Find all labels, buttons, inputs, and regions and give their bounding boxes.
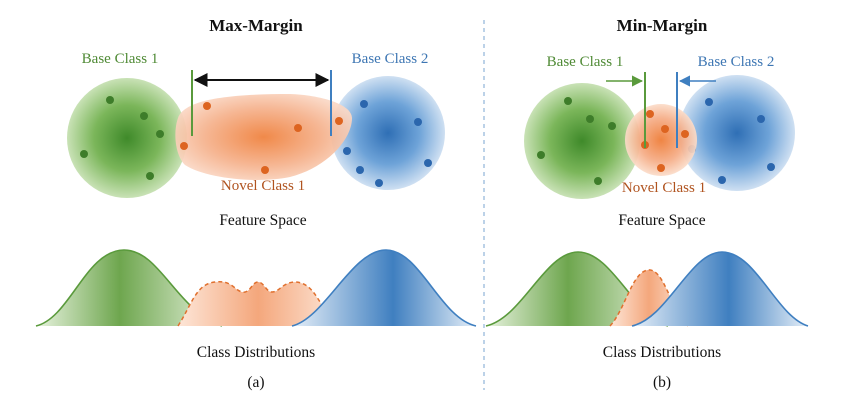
- sample-point: [356, 166, 364, 174]
- base-class-2-cluster: [679, 75, 795, 191]
- sample-point: [180, 142, 188, 150]
- novel-class-label: Novel Class 1: [622, 180, 706, 196]
- sample-point: [586, 115, 594, 123]
- sample-point: [424, 159, 432, 167]
- sample-point: [767, 163, 775, 171]
- sample-point: [757, 115, 765, 123]
- class-distributions-label: Class Distributions: [197, 344, 315, 361]
- sample-point: [360, 100, 368, 108]
- base-class-2-distribution-fill: [292, 250, 476, 326]
- base-class-1-cluster: [524, 83, 640, 199]
- novel-class-distribution-curve: [609, 269, 689, 327]
- base-class-1-label: Base Class 1: [547, 54, 624, 70]
- sample-point: [718, 176, 726, 184]
- base-class-2-label: Base Class 2: [352, 51, 429, 67]
- sample-point: [335, 117, 343, 125]
- base-class-2-distribution-fill: [632, 252, 808, 326]
- base-class-1-distribution-fill: [36, 250, 222, 326]
- sample-point: [106, 96, 114, 104]
- sample-point: [657, 164, 665, 172]
- base-class-2-distribution-curve: [291, 249, 477, 327]
- sample-point: [261, 166, 269, 174]
- novel-class-region: [175, 94, 352, 180]
- panel-caption: (b): [653, 374, 671, 391]
- panel-title: Min-Margin: [617, 16, 708, 35]
- sample-point: [705, 98, 713, 106]
- sample-point: [140, 112, 148, 120]
- class-distributions-plot: [35, 249, 477, 327]
- sample-point: [203, 102, 211, 110]
- base-class-1-samples: [80, 96, 164, 180]
- sample-point: [414, 118, 422, 126]
- sample-point: [661, 125, 669, 133]
- novel-class-label: Novel Class 1: [221, 178, 305, 194]
- sample-point: [146, 172, 154, 180]
- novel-class-distribution-fill: [178, 281, 338, 326]
- base-class-2-label: Base Class 2: [698, 54, 775, 70]
- sample-point: [594, 177, 602, 185]
- sample-point: [681, 130, 689, 138]
- sample-point: [343, 147, 351, 155]
- sample-point: [294, 124, 302, 132]
- base-class-1-distribution-curve: [35, 249, 223, 327]
- novel-class-samples: [180, 102, 343, 174]
- feature-space-label: Feature Space: [618, 212, 705, 229]
- base-class-2-distribution-curve: [631, 251, 809, 327]
- sample-point: [80, 150, 88, 158]
- base-class-2-samples: [343, 100, 432, 187]
- sample-point: [608, 122, 616, 130]
- base-class-1-cluster: [67, 78, 187, 198]
- panel-min-margin: Min-Margin Base Class 1 Base Class 2: [485, 16, 809, 391]
- novel-class-samples: [641, 110, 689, 172]
- novel-class-region: [625, 104, 697, 176]
- class-distributions-plot: [485, 251, 809, 327]
- sample-point: [646, 110, 654, 118]
- sample-point: [537, 151, 545, 159]
- panel-title: Max-Margin: [209, 16, 303, 35]
- sample-point: [564, 97, 572, 105]
- class-distributions-label: Class Distributions: [603, 344, 721, 361]
- novel-class-distribution-curve: [177, 281, 339, 327]
- feature-space-label: Feature Space: [219, 212, 306, 229]
- panel-max-margin: Max-Margin Base Class 1 Base Class 2: [35, 16, 477, 391]
- panel-caption: (a): [247, 374, 264, 391]
- base-class-1-label: Base Class 1: [82, 51, 159, 67]
- base-class-1-samples: [537, 97, 616, 185]
- sample-point: [375, 179, 383, 187]
- sample-point: [156, 130, 164, 138]
- base-class-2-cluster: [331, 76, 445, 190]
